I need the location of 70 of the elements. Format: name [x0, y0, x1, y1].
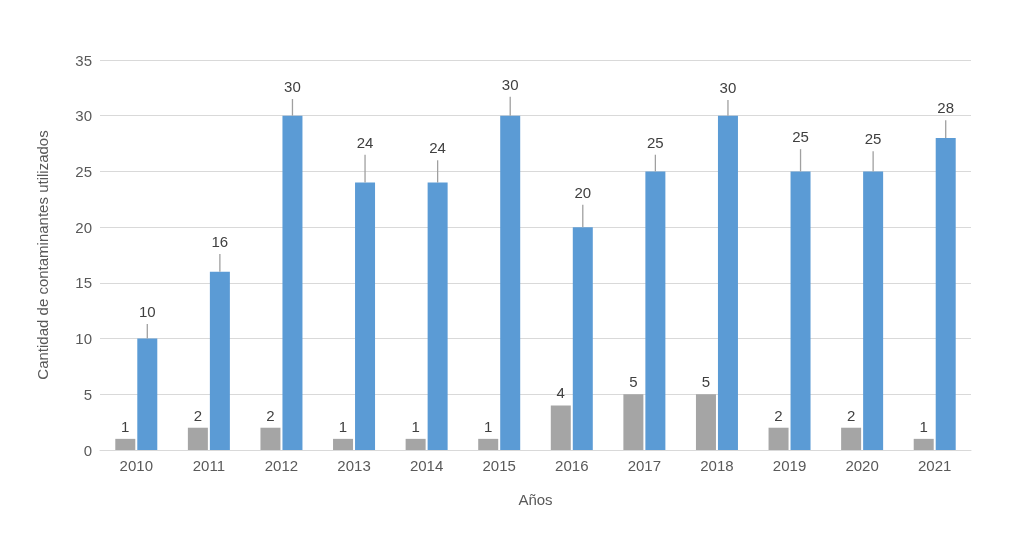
bar [405, 438, 426, 450]
data-label: 1 [484, 417, 493, 435]
y-tick-label: 10 [75, 330, 92, 348]
data-label: 10 [138, 303, 156, 321]
data-label: 24 [429, 139, 446, 157]
x-tick-label: 2014 [409, 457, 444, 474]
data-label: 30 [719, 79, 737, 97]
x-tick-label: 2019 [772, 457, 807, 474]
x-tick-label: 2015 [482, 457, 516, 474]
bar [863, 171, 884, 450]
y-tick-label: 30 [75, 107, 92, 125]
data-label: 2 [774, 406, 783, 424]
bar [333, 438, 354, 450]
data-label: 20 [574, 183, 592, 201]
y-tick-label: 25 [75, 162, 92, 180]
bar [137, 338, 158, 450]
data-label: 25 [647, 133, 664, 151]
y-tick-label: 0 [83, 441, 92, 459]
y-tick-label: 5 [83, 385, 92, 403]
bar [427, 182, 448, 450]
bar [282, 115, 303, 450]
data-label: 30 [501, 75, 519, 93]
data-label: 16 [211, 232, 229, 250]
data-label: 2 [193, 406, 203, 424]
data-label: 24 [356, 133, 374, 151]
bar [695, 394, 716, 450]
data-label: 1 [919, 417, 928, 435]
x-tick-label: 2016 [555, 457, 589, 474]
x-tick-label: 2018 [700, 457, 734, 474]
bar [355, 182, 376, 450]
bar [260, 427, 281, 450]
data-label: 2 [266, 406, 275, 424]
bar [935, 138, 956, 450]
y-tick-label: 15 [75, 274, 92, 292]
bar [572, 227, 593, 450]
y-axis-title: Cantidad de contaminantes utilizados [34, 130, 51, 380]
bar [500, 115, 521, 450]
bar [768, 427, 789, 450]
x-axis-title: Años [518, 491, 553, 508]
x-tick-label: 2012 [264, 457, 299, 474]
data-label: 30 [284, 78, 301, 95]
data-label: 5 [701, 373, 711, 391]
bar [478, 438, 499, 450]
bar [913, 438, 934, 450]
data-label: 2 [846, 406, 856, 424]
bar [623, 394, 644, 450]
data-label: 25 [864, 130, 882, 148]
x-tick-label: 2011 [192, 457, 226, 474]
bar [717, 115, 738, 450]
y-tick-label: 20 [75, 218, 92, 236]
bar [841, 427, 862, 450]
x-tick-label: 2021 [918, 457, 952, 474]
data-label: 28 [937, 99, 955, 117]
data-label: 1 [121, 417, 130, 435]
data-label: 4 [556, 384, 565, 402]
x-tick-label: 2010 [119, 457, 153, 474]
bar [790, 171, 811, 450]
data-label: 1 [411, 417, 420, 435]
bar [550, 405, 571, 450]
x-tick-label: 2013 [337, 457, 371, 474]
data-label: 5 [629, 373, 638, 391]
bar [187, 427, 208, 450]
bar [209, 271, 230, 450]
bar [115, 438, 136, 450]
bar [645, 171, 666, 450]
data-label: 25 [792, 128, 809, 146]
y-tick-label: 35 [75, 51, 92, 69]
x-tick-label: 2020 [845, 457, 879, 474]
x-tick-label: 2017 [627, 457, 662, 474]
data-label: 1 [338, 417, 348, 435]
